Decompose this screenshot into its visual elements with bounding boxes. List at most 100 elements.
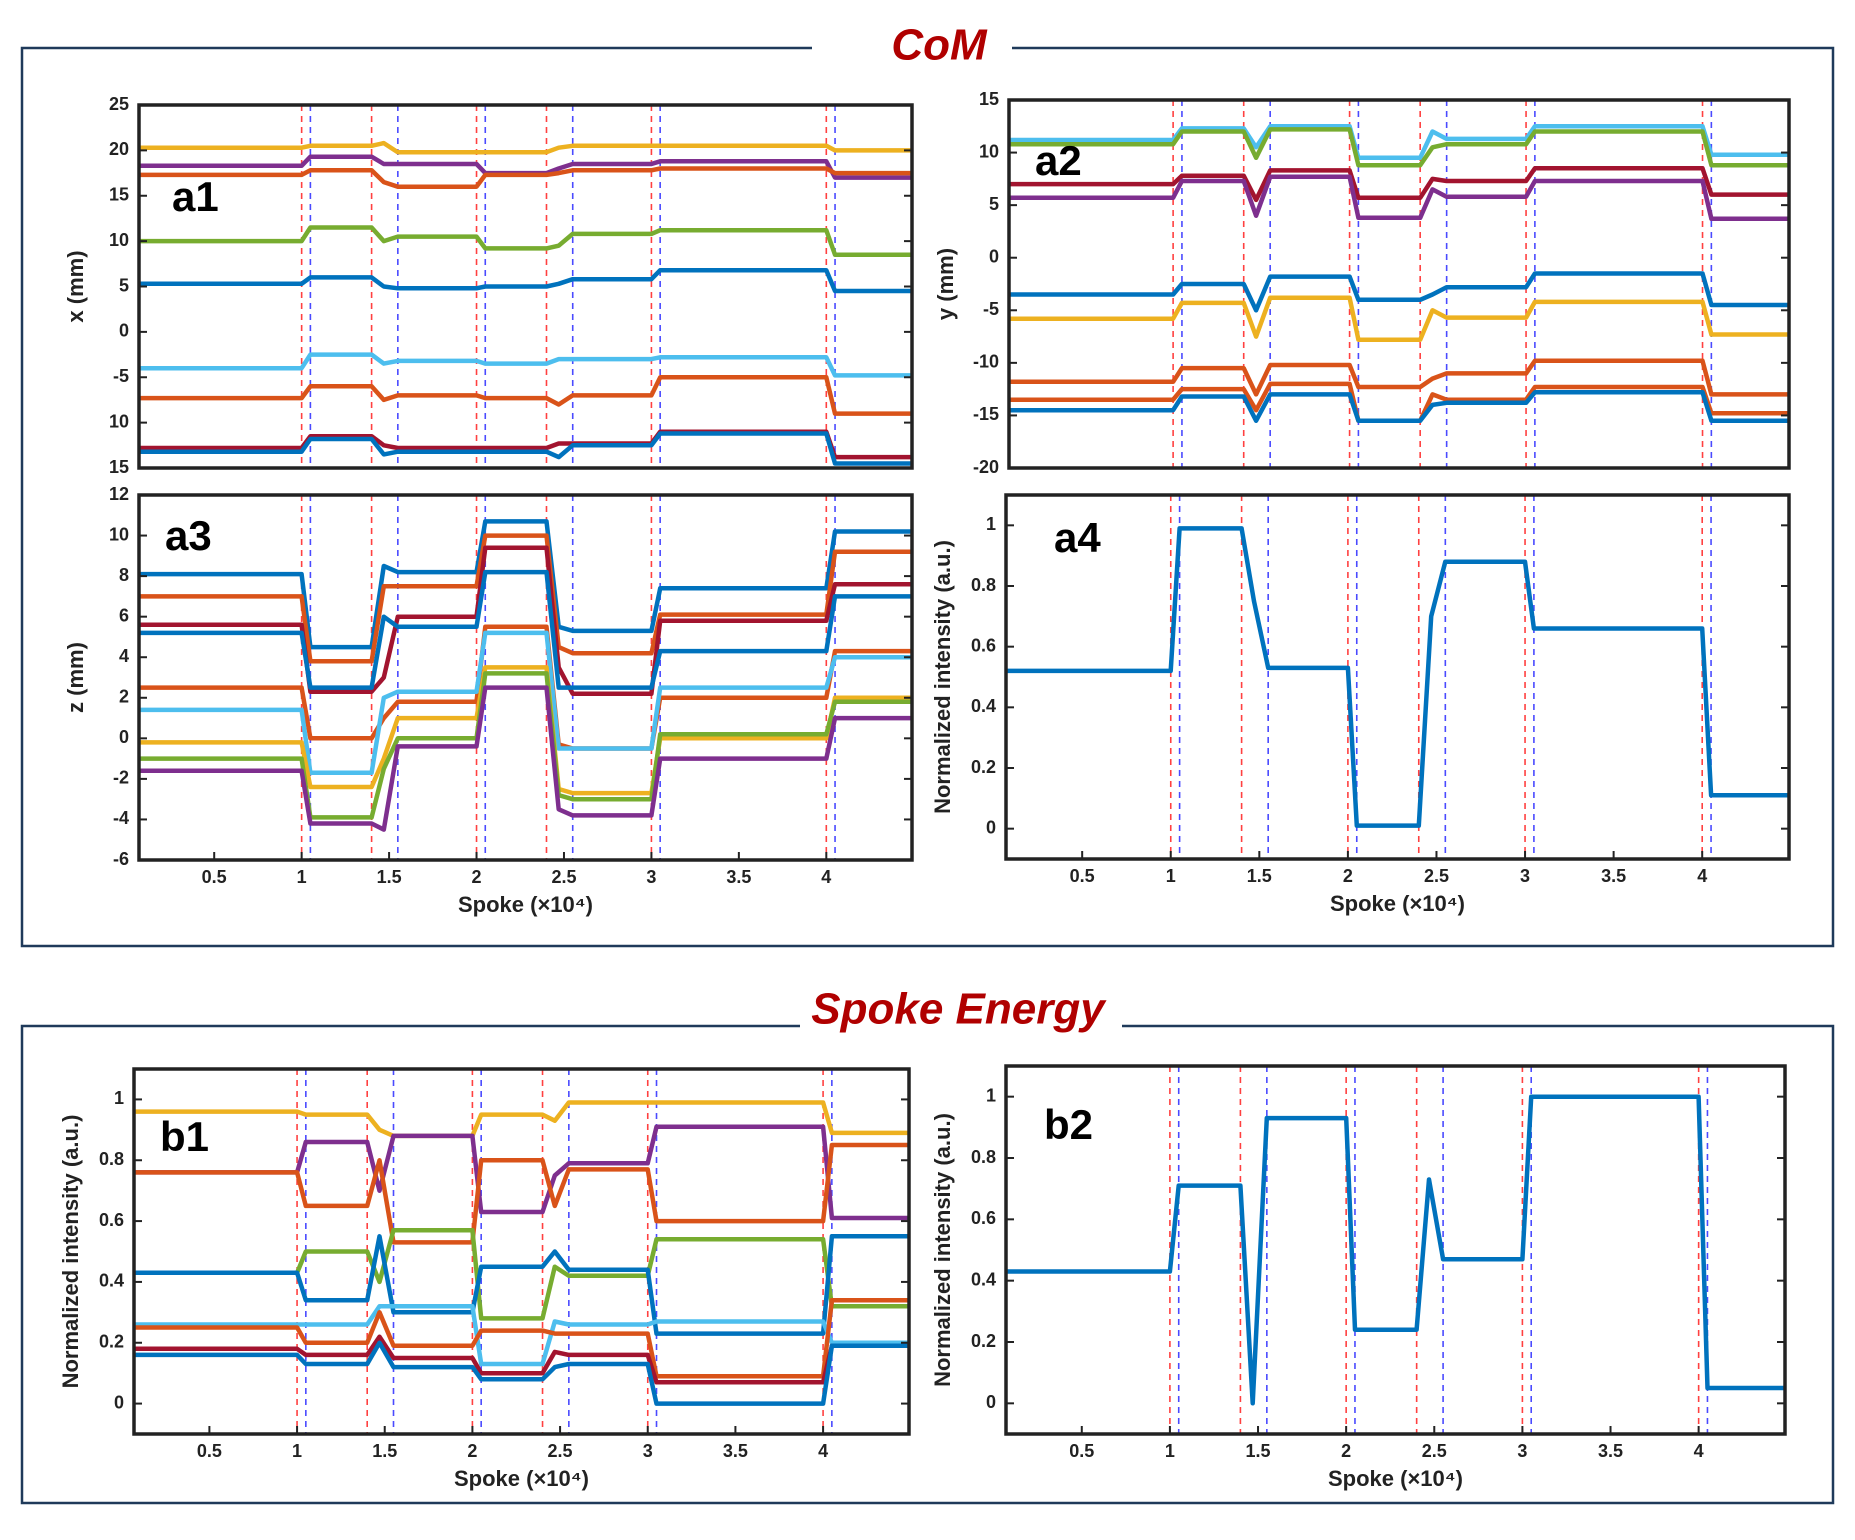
series-line [1009, 127, 1789, 168]
x-tick-label: 1.5 [372, 1441, 397, 1461]
y-tick-label: 2 [119, 687, 129, 707]
x-tick-label: 1.5 [1246, 1441, 1271, 1461]
y-tick-label: 0.2 [971, 1331, 996, 1351]
x-tick-label: 2.5 [548, 1441, 573, 1461]
y-tick-label: 0.4 [971, 1269, 996, 1289]
x-tick-label: 4 [818, 1441, 828, 1461]
y-tick-label: 8 [119, 565, 129, 585]
series-line [139, 685, 912, 832]
series-line [1009, 271, 1789, 313]
x-tick-label: 0.5 [1069, 1441, 1094, 1461]
x-tick-label: 4 [821, 867, 831, 887]
series-line [139, 665, 912, 796]
y-tick-label: 0.2 [99, 1332, 124, 1352]
series-line [139, 225, 912, 257]
series-line [139, 533, 912, 664]
panel-label: a3 [165, 512, 212, 559]
x-tick-label: 3 [1517, 1441, 1527, 1461]
x-tick-label: 1.5 [1247, 866, 1272, 886]
y-tick-label: 10 [109, 524, 129, 544]
x-tick-label: 0.5 [202, 867, 227, 887]
x-tick-label: 0.5 [1070, 866, 1095, 886]
series-line [139, 519, 912, 650]
series-line [1009, 358, 1789, 397]
y-tick-label: 4 [119, 646, 129, 666]
panel-label: a2 [1035, 137, 1082, 184]
series-line [139, 569, 912, 690]
series-line [134, 1340, 909, 1406]
y-axis-label: Normalized intensity (a.u.) [58, 1115, 83, 1389]
x-tick-label: 2 [1341, 1441, 1351, 1461]
x-axis-label: Spoke (×10⁴) [1328, 1466, 1463, 1491]
y-axis-label: z (mm) [63, 642, 88, 713]
y-tick-label: 0.2 [971, 757, 996, 777]
y-tick-label: 15 [109, 457, 129, 477]
title-backdrop [812, 20, 1012, 76]
panel [1009, 100, 1789, 468]
plot-frame [1004, 493, 1791, 861]
y-tick-label: 0.6 [971, 1208, 996, 1228]
series-line [139, 352, 912, 378]
series-line [134, 1142, 909, 1245]
y-tick-label: 1 [114, 1088, 124, 1108]
x-tick-label: 1 [1166, 866, 1176, 886]
x-tick-label: 2.5 [551, 867, 576, 887]
y-tick-label: 0 [119, 321, 129, 341]
x-tick-label: 2 [472, 867, 482, 887]
x-tick-label: 3.5 [1598, 1441, 1623, 1461]
panel-label: b2 [1044, 1101, 1093, 1148]
series-line [1009, 295, 1789, 342]
y-tick-label: 0 [114, 1392, 124, 1412]
series-line [1009, 174, 1789, 222]
y-tick-label: 10 [109, 230, 129, 250]
series-line [134, 1124, 909, 1221]
y-tick-label: 0.8 [971, 1147, 996, 1167]
y-tick-label: -6 [113, 849, 129, 869]
y-tick-label: 1 [986, 514, 996, 534]
x-tick-label: 1.5 [377, 867, 402, 887]
series-line [134, 1234, 909, 1336]
y-tick-label: 10 [979, 141, 999, 161]
y-tick-label: 12 [109, 484, 129, 504]
x-tick-label: 3 [643, 1441, 653, 1461]
title-backdrop [800, 982, 1122, 1042]
x-axis-label: Spoke (×10⁴) [1330, 891, 1465, 916]
y-tick-label: 10 [109, 411, 129, 431]
y-tick-label: 6 [119, 605, 129, 625]
plot-frame [1004, 1064, 1787, 1436]
x-tick-label: 2 [1343, 866, 1353, 886]
x-tick-label: 3.5 [1601, 866, 1626, 886]
x-tick-label: 1 [297, 867, 307, 887]
series-line [134, 1100, 909, 1139]
y-tick-label: 0.8 [99, 1149, 124, 1169]
y-tick-label: 20 [109, 139, 129, 159]
section-title: CoM [891, 21, 988, 70]
panel [139, 105, 912, 468]
x-tick-label: 1 [292, 1441, 302, 1461]
y-tick-label: 0 [986, 817, 996, 837]
y-tick-label: 1 [986, 1085, 996, 1105]
y-tick-label: 0 [986, 1392, 996, 1412]
series-line [139, 630, 912, 776]
y-tick-label: -5 [983, 299, 999, 319]
series-line [139, 166, 912, 189]
y-tick-label: -10 [973, 352, 999, 372]
y-tick-label: -5 [113, 366, 129, 386]
x-axis-label: Spoke (×10⁴) [458, 892, 593, 917]
x-tick-label: 0.5 [197, 1441, 222, 1461]
x-tick-label: 4 [1697, 866, 1707, 886]
y-tick-label: -20 [973, 457, 999, 477]
series-line [1006, 526, 1789, 828]
x-tick-label: 3.5 [723, 1441, 748, 1461]
plot-frame [137, 493, 914, 862]
series-line [139, 545, 912, 696]
series-line [139, 267, 912, 294]
series-line [139, 375, 912, 416]
y-tick-label: 0.6 [99, 1210, 124, 1230]
series-line [1009, 381, 1789, 423]
panel [1006, 1066, 1785, 1434]
x-axis-label: Spoke (×10⁴) [454, 1466, 589, 1491]
panel-label: a1 [172, 173, 219, 220]
panel [1006, 495, 1789, 859]
y-tick-label: 15 [979, 89, 999, 109]
